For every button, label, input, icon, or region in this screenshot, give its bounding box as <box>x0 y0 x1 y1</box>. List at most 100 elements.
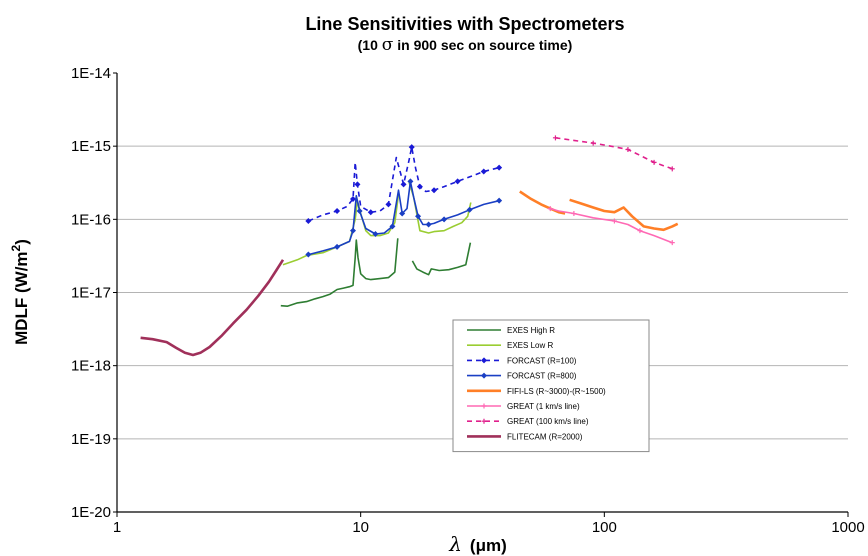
data-point <box>334 243 341 250</box>
y-tick-label: 1E-15 <box>71 138 111 155</box>
legend-marker <box>481 357 487 364</box>
series-line <box>411 242 472 276</box>
data-point <box>496 164 503 171</box>
y-axis-sup: 2 <box>9 244 23 251</box>
data-point <box>454 178 461 185</box>
legend-entry: GREAT (1 km/s line) <box>467 402 580 411</box>
data-point <box>385 201 392 208</box>
subtitle-sigma: σ <box>382 35 394 55</box>
plot-area <box>140 135 679 357</box>
data-point <box>354 181 361 188</box>
series-forcast-r-100 <box>305 144 503 224</box>
data-point <box>305 217 312 224</box>
x-axis-unit: (μm) <box>470 536 507 555</box>
y-axis-main: MDLF (W/m <box>12 251 31 344</box>
axes <box>113 72 849 517</box>
x-tick-label: 1 <box>113 519 121 536</box>
y-tick-label: 1E-20 <box>71 504 111 521</box>
y-tick-label: 1E-18 <box>71 358 111 375</box>
data-point <box>496 197 503 204</box>
data-point <box>367 209 374 216</box>
legend-entry: GREAT (100 km/s line) <box>467 417 589 426</box>
legend-label: EXES High R <box>507 326 555 335</box>
y-tick-label: 1E-14 <box>71 65 111 82</box>
series-great-100-km-s-line <box>552 135 675 172</box>
data-point <box>637 228 643 234</box>
series-line <box>569 198 679 232</box>
data-point <box>611 218 617 224</box>
legend-label: GREAT (100 km/s line) <box>507 417 589 426</box>
data-point <box>408 144 415 151</box>
series-line <box>519 190 566 215</box>
series-line <box>282 194 400 266</box>
data-point <box>349 227 356 234</box>
series-fifi-ls-r-3000-r-1500 <box>519 190 679 232</box>
data-point <box>441 216 448 223</box>
data-point <box>625 147 631 153</box>
legend-entry: EXES High R <box>467 326 555 335</box>
subtitle-post: in 900 sec on source time) <box>393 37 572 53</box>
y-tick-label: 1E-17 <box>71 285 111 302</box>
data-point <box>590 140 596 146</box>
x-tick-labels: 1 10 100 1000 <box>113 519 865 536</box>
subtitle-pre: (10 <box>358 37 382 53</box>
data-point <box>651 159 657 165</box>
y-axis-end: ) <box>12 239 31 245</box>
series-forcast-r-800 <box>305 178 503 258</box>
series-flitecam-r-2000 <box>140 259 285 357</box>
series-great-1-km-s-line <box>547 206 675 246</box>
legend-entry: EXES Low R <box>467 341 553 350</box>
data-point <box>334 207 341 214</box>
legend-label: GREAT (1 km/s line) <box>507 402 580 411</box>
chart-subtitle: (10 σ in 900 sec on source time) <box>358 35 573 55</box>
data-point <box>480 168 487 175</box>
legend-marker <box>481 418 487 424</box>
legend-entry: FORCAST (R=800) <box>467 372 577 381</box>
x-axis-label: λ (μm) <box>448 532 507 556</box>
series-exes-high-r <box>280 238 472 308</box>
data-point <box>547 206 553 212</box>
legend-box <box>452 319 650 453</box>
data-point <box>356 207 363 214</box>
legend: EXES High R EXES Low R FORCAST (R=100) FORC… <box>452 319 650 453</box>
legend-label: FORCAST (R=800) <box>507 372 577 381</box>
series-line <box>280 238 399 308</box>
x-axis-symbol: λ <box>448 532 462 556</box>
data-point <box>431 187 438 194</box>
data-point <box>349 195 356 202</box>
data-point <box>372 231 379 238</box>
y-tick-label: 1E-16 <box>71 211 111 228</box>
y-axis-label: MDLF (W/m2) <box>9 239 31 345</box>
series-line <box>555 137 673 170</box>
data-point <box>571 211 577 217</box>
series-line <box>550 207 673 244</box>
data-point <box>305 251 312 258</box>
series-exes-low-r <box>282 182 472 266</box>
data-point <box>416 183 423 190</box>
x-tick-label: 10 <box>352 519 369 536</box>
legend-entry: FIFI-LS (R~3000)-(R~1500) <box>467 387 606 396</box>
data-point <box>399 210 406 217</box>
data-point <box>552 135 558 141</box>
y-tick-labels: 1E-14 1E-15 1E-16 1E-17 1E-18 1E-19 1E-20 <box>71 65 111 521</box>
legend-label: EXES Low R <box>507 341 553 350</box>
x-tick-label: 100 <box>592 519 617 536</box>
data-point <box>389 223 396 230</box>
legend-entry: FLITECAM (R=2000) <box>467 432 583 441</box>
data-point <box>400 181 407 188</box>
data-point <box>425 221 432 228</box>
data-point <box>669 166 675 172</box>
data-point <box>407 178 414 185</box>
legend-label: FIFI-LS (R~3000)-(R~1500) <box>507 387 606 396</box>
data-point <box>415 213 422 220</box>
legend-label: FLITECAM (R=2000) <box>507 432 583 441</box>
legend-marker <box>481 372 487 379</box>
legend-label: FORCAST (R=100) <box>507 356 577 365</box>
legend-marker <box>481 403 487 409</box>
data-point <box>466 206 473 213</box>
data-point <box>669 240 675 246</box>
chart-title: Line Sensitivities with Spectrometers <box>305 14 624 34</box>
series-line <box>140 259 285 357</box>
legend-entry: FORCAST (R=100) <box>467 356 577 365</box>
